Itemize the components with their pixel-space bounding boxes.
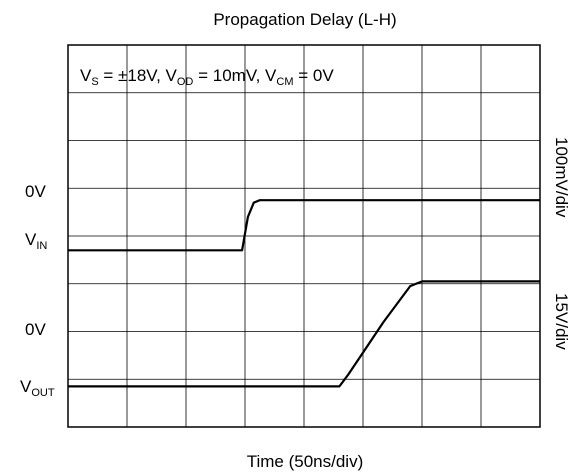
vod-symbol: V: [166, 66, 178, 85]
chart-title: Propagation Delay (L-H): [213, 10, 396, 29]
vin-label: VIN: [25, 230, 47, 252]
test-conditions-label: VS = ±18V, VOD = 10mV, VCM = 0V: [80, 66, 334, 88]
grid: [68, 45, 540, 427]
vin-symbol: V: [25, 230, 37, 249]
vin-zero-label: 0V: [25, 182, 46, 201]
vod-value: = 10mV,: [193, 66, 265, 85]
vod-subscript: OD: [177, 76, 194, 88]
vout-subscript: OUT: [31, 387, 55, 399]
vout-symbol: V: [20, 377, 32, 396]
x-axis-label: Time (50ns/div): [247, 452, 364, 471]
lower-scale-label: 15V/div: [552, 293, 571, 350]
vcm-subscript: CM: [276, 76, 293, 88]
vs-subscript: S: [91, 76, 98, 88]
vs-symbol: V: [80, 66, 92, 85]
vs-value: = ±18V,: [99, 66, 166, 85]
vout-zero-label: 0V: [25, 320, 46, 339]
plot-frame: [67, 44, 541, 428]
upper-scale-label: 100mV/div: [552, 137, 571, 218]
vcm-value: = 0V: [294, 66, 335, 85]
trace-vout: [68, 280, 540, 388]
vout-label: VOUT: [20, 377, 55, 399]
vcm-symbol: V: [265, 66, 277, 85]
traces: [68, 199, 540, 388]
vin-subscript: IN: [36, 240, 47, 252]
trace-vin: [68, 199, 540, 252]
